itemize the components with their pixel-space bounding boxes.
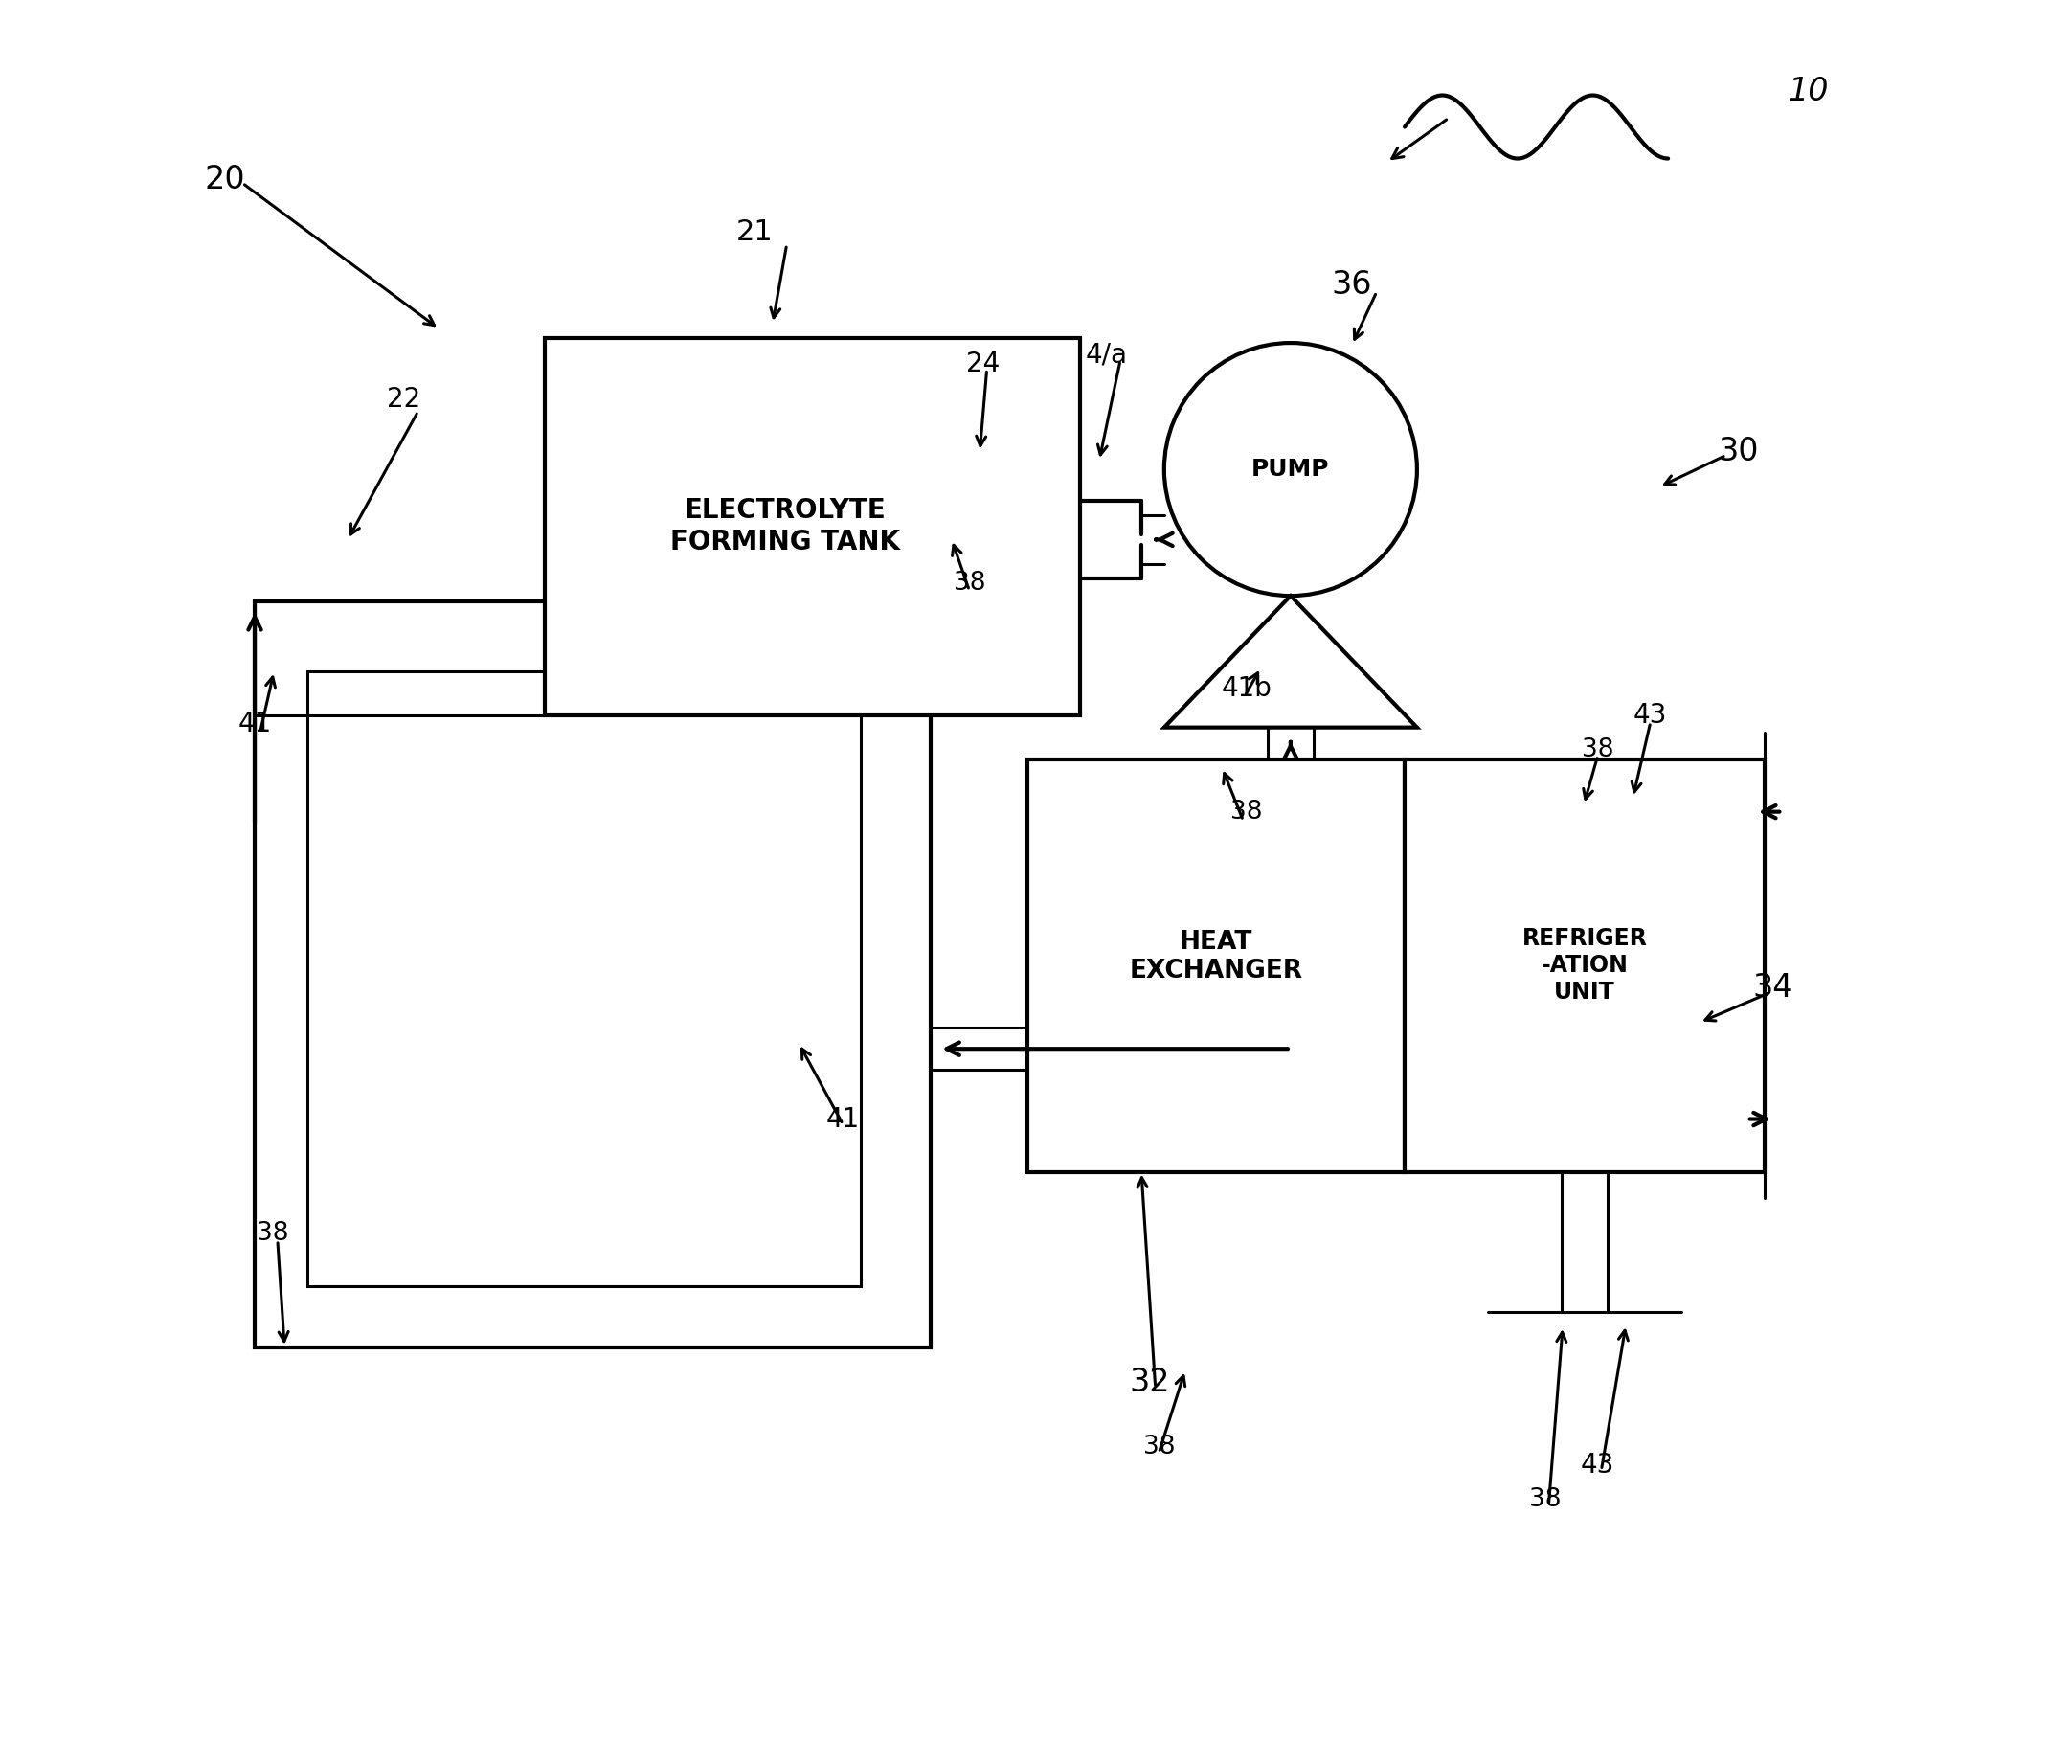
Bar [1028,759,1405,1171]
Text: 4/a: 4/a [1086,342,1127,369]
Text: 43: 43 [1581,1452,1614,1478]
Text: 10: 10 [1788,76,1830,108]
Bar [1405,759,1765,1171]
Text: 38: 38 [1529,1487,1560,1512]
Text: 30: 30 [1718,436,1759,467]
Text: 21: 21 [736,219,773,247]
Bar [545,337,1080,714]
Bar [255,602,930,1348]
Text: 38: 38 [1581,737,1614,762]
Text: 34: 34 [1753,972,1794,1004]
Text: HEAT
EXCHANGER: HEAT EXCHANGER [1129,930,1303,984]
Bar [307,672,860,1286]
Text: 22: 22 [387,386,421,413]
Text: 32: 32 [1129,1367,1171,1399]
Circle shape [1164,342,1417,596]
Text: 41: 41 [827,1106,860,1132]
Text: PUMP: PUMP [1251,459,1330,482]
Text: 38: 38 [1231,799,1262,824]
Text: 24: 24 [966,351,1001,377]
Text: REFRIGER
-ATION
UNIT: REFRIGER -ATION UNIT [1523,928,1647,1004]
Text: ELECTROLYTE
FORMING TANK: ELECTROLYTE FORMING TANK [671,497,899,556]
Text: 41b: 41b [1220,676,1272,702]
Text: 38: 38 [953,572,986,596]
Text: 38: 38 [1144,1434,1175,1461]
Polygon shape [1164,596,1417,727]
Text: 20: 20 [205,164,244,196]
Text: 38: 38 [257,1221,288,1245]
Text: 43: 43 [1633,702,1668,729]
Text: 41: 41 [238,711,271,737]
Text: 36: 36 [1332,270,1372,300]
